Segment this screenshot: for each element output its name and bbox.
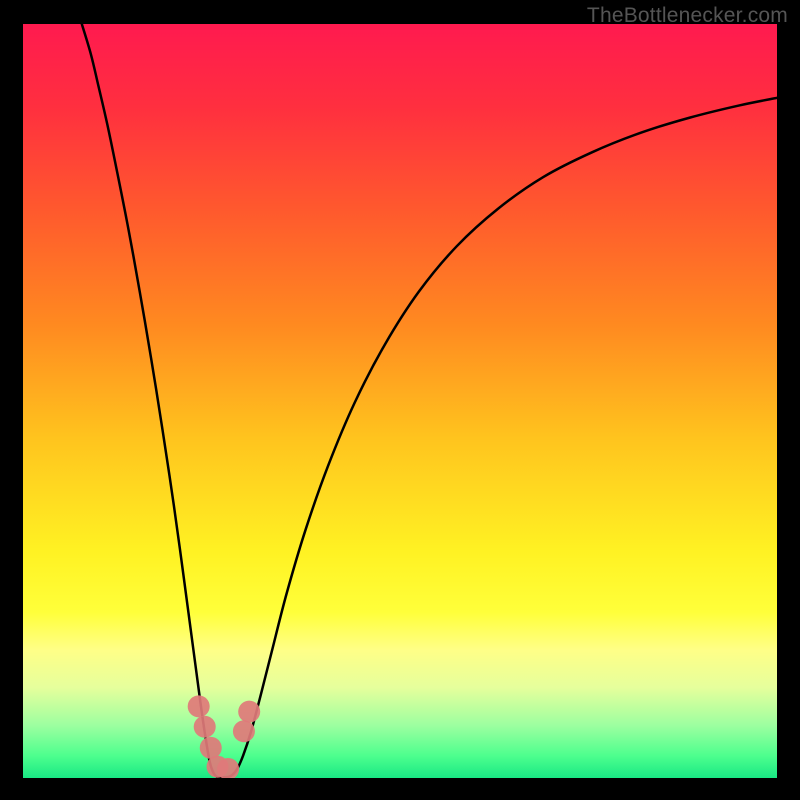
chart-frame: TheBottlenecker.com bbox=[0, 0, 800, 800]
marker-left-2 bbox=[200, 737, 222, 759]
marker-left-1 bbox=[194, 716, 216, 738]
marker-left-0 bbox=[188, 695, 210, 717]
watermark-label: TheBottlenecker.com bbox=[587, 4, 788, 28]
plot-background bbox=[23, 24, 777, 778]
plot-area bbox=[23, 24, 777, 778]
marker-right-0 bbox=[233, 720, 255, 742]
plot-svg bbox=[23, 24, 777, 778]
marker-right-1 bbox=[238, 701, 260, 723]
